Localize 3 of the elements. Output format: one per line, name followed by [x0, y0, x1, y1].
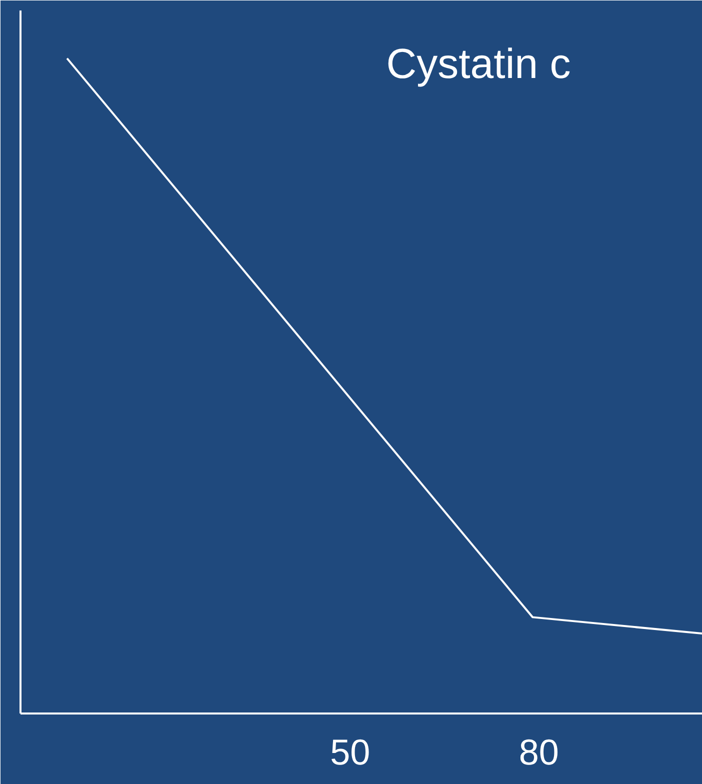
x-tick-label: 80	[518, 732, 559, 772]
x-tick-label: 50	[330, 732, 370, 772]
chart-title: Cystatin c	[386, 40, 571, 87]
